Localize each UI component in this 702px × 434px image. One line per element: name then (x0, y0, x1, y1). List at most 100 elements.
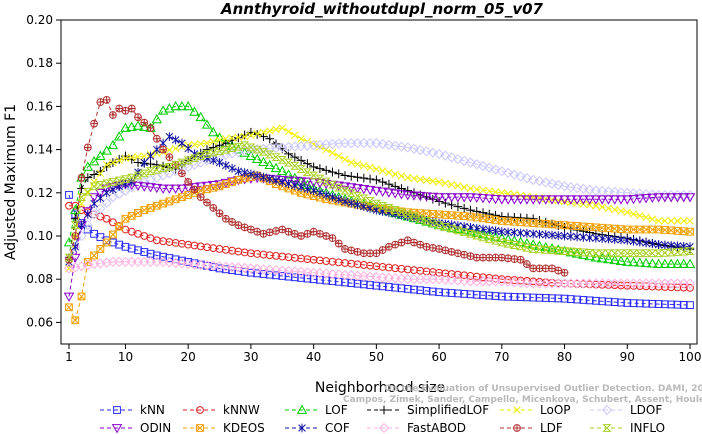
data-point-kdeos (686, 227, 694, 236)
series-simplifiedlof (64, 127, 695, 262)
data-point-simplifiedlof (296, 156, 306, 165)
data-point-fastabod (496, 276, 507, 287)
data-point-knn (497, 292, 506, 301)
data-point-lof (189, 106, 200, 116)
data-point-knn (573, 295, 581, 304)
data-point-cof (604, 234, 613, 244)
data-point-inflo (585, 248, 595, 257)
data-point-odin (170, 184, 181, 194)
data-point-inflo (302, 168, 312, 177)
data-point-knn (290, 273, 299, 282)
data-point-loop (642, 213, 650, 222)
data-point-ldof (415, 144, 426, 156)
legend-marker (379, 405, 389, 415)
data-point-knn (472, 290, 481, 299)
data-point-fastabod (170, 257, 181, 269)
data-point-ldof (390, 140, 401, 151)
data-point-knnw (635, 282, 644, 291)
data-point-cof (648, 239, 657, 249)
y-tick-label: 0.14 (26, 143, 53, 157)
data-point-odin (458, 193, 470, 203)
data-point-simplifiedlof (353, 172, 362, 182)
data-point-cof (667, 241, 675, 250)
data-point-ldof (233, 147, 244, 158)
data-point-cof (661, 240, 669, 250)
data-point-loop (190, 140, 199, 149)
data-point-fastabod (396, 273, 407, 284)
data-point-lof (615, 255, 627, 265)
data-point-ldf (140, 118, 149, 127)
y-tick-label: 0.12 (26, 186, 53, 200)
data-point-cof (291, 181, 299, 190)
data-point-loop (648, 215, 657, 223)
data-point-lof (251, 153, 263, 164)
data-point-kdeos (171, 195, 180, 204)
data-point-lof (634, 257, 646, 267)
watermark-line-2: On the Evaluation of Unsupervised Outlie… (384, 384, 702, 394)
data-point-knnw (109, 218, 117, 227)
data-point-ldof (628, 188, 639, 199)
data-point-cof (353, 200, 362, 210)
data-point-lof (596, 253, 608, 263)
y-axis: 0.06 0.08 0.10 0.12 0.14 0.16 0.18 0.20 (26, 13, 61, 329)
data-point-fastabod (258, 264, 269, 275)
data-point-odin (139, 182, 150, 192)
data-point-inflo (202, 150, 212, 158)
data-point-cof (567, 232, 575, 241)
data-point-inflo (227, 144, 237, 153)
x-axis-label: Neighborhood size (315, 380, 445, 396)
data-point-ldf (228, 218, 236, 226)
data-point-loop (610, 205, 619, 214)
data-point-fastabod (346, 270, 357, 281)
data-point-ldof (647, 189, 658, 200)
data-point-simplifiedlof (459, 203, 469, 213)
data-point-odin (157, 184, 169, 194)
data-point-inflo (246, 143, 256, 152)
data-point-knnw (642, 282, 650, 291)
data-point-ldf (441, 246, 450, 255)
data-point-simplifiedlof (328, 167, 337, 177)
data-point-odin (346, 183, 357, 193)
data-point-inflo (290, 161, 300, 170)
data-point-knn (422, 286, 431, 295)
data-point-kdeos (71, 316, 80, 325)
data-point-inflo (378, 201, 388, 210)
data-point-lof (496, 232, 508, 243)
data-point-cof (96, 193, 105, 203)
data-point-lof (270, 162, 282, 173)
data-point-knn (592, 296, 600, 305)
legend-item-odin: ODIN (100, 421, 171, 434)
data-point-lof (609, 254, 620, 265)
data-point-loop (228, 134, 236, 142)
data-point-lof (70, 204, 81, 214)
data-point-cof (554, 231, 563, 240)
data-point-inflo (384, 204, 394, 212)
data-point-cof (228, 163, 236, 173)
data-point-knn (259, 270, 268, 278)
data-point-cof (573, 232, 581, 242)
data-point-lof (553, 244, 564, 254)
series-inflo (64, 141, 695, 262)
data-point-simplifiedlof (309, 162, 319, 172)
y-tick-label: 0.08 (26, 272, 53, 286)
data-point-odin (402, 191, 413, 201)
x-axis: 1 10 20 30 40 50 60 70 80 90 100 (65, 344, 701, 364)
data-point-ldof (490, 164, 501, 175)
data-point-cof (278, 177, 287, 187)
series-ldf (65, 96, 569, 277)
data-point-simplifiedlof (359, 173, 369, 183)
data-point-cof (303, 184, 312, 194)
x-tick-label: 90 (620, 350, 635, 364)
data-point-inflo (654, 249, 664, 258)
data-point-knnw (686, 283, 694, 292)
data-point-ldof (571, 182, 583, 194)
data-point-odin (164, 184, 175, 194)
data-point-lof (653, 258, 664, 268)
data-point-odin (678, 193, 689, 203)
data-point-odin (534, 195, 545, 205)
legend-marker (196, 406, 204, 414)
data-point-kdeos (109, 230, 117, 239)
data-point-fastabod (452, 275, 464, 286)
data-point-simplifiedlof (340, 171, 350, 180)
data-point-ldof (465, 157, 476, 168)
